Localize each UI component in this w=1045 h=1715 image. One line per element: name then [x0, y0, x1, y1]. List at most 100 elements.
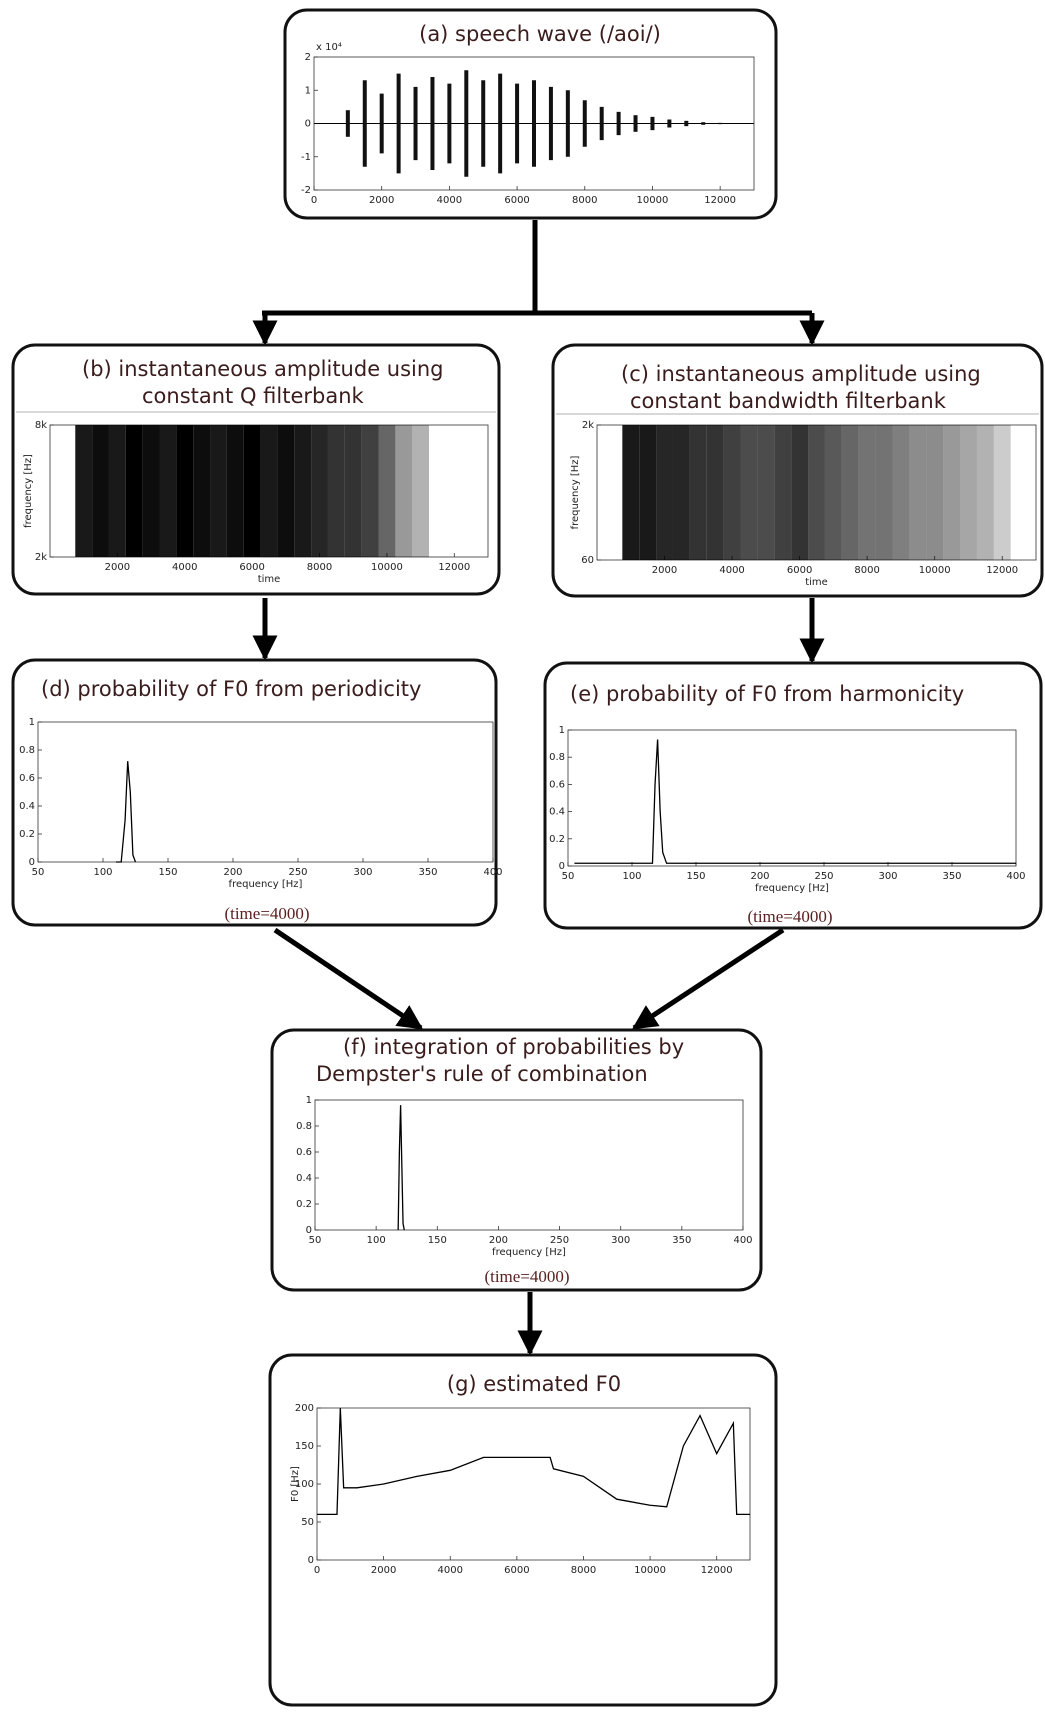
- x-tick-label: 100: [367, 1235, 386, 1246]
- panel-box: [543, 661, 1043, 930]
- x-axis-label: time: [805, 577, 828, 588]
- y-axis-label: frequency [Hz]: [570, 455, 581, 529]
- y-tick-label: 1: [559, 725, 565, 736]
- intensity-stripe: [875, 425, 893, 560]
- y-tick-label: 1: [29, 717, 35, 728]
- x-tick-label: 100: [622, 871, 641, 882]
- x-tick-label: 12000: [438, 562, 470, 573]
- x-tick-label: 50: [32, 867, 45, 878]
- y-tick-label: 0.4: [19, 801, 35, 812]
- x-tick-label: 12000: [701, 1565, 733, 1576]
- intensity-stripe: [92, 425, 109, 557]
- time-note: (time=4000): [484, 1267, 569, 1286]
- intensity-stripe: [193, 425, 211, 557]
- y-tick-label: 0.8: [19, 745, 35, 756]
- data-line: [397, 1105, 405, 1231]
- y-tick-label: 1: [305, 85, 311, 96]
- intensity-stripe: [791, 425, 809, 560]
- panel: (d) probability of F0 from periodicity (t…: [11, 658, 503, 927]
- y-tick-label: 0: [306, 1225, 312, 1236]
- x-tick-label: 350: [942, 871, 961, 882]
- x-tick-label: 6000: [504, 1565, 529, 1576]
- data-line: [317, 1407, 750, 1516]
- x-tick-label: 2000: [105, 562, 130, 573]
- intensity-stripe: [723, 425, 741, 560]
- y-axis-label: F0 [Hz]: [290, 1466, 301, 1502]
- x-tick-label: 12000: [704, 195, 736, 206]
- intensity-stripe: [361, 425, 379, 557]
- y-tick-label: 1: [306, 1095, 312, 1106]
- y-tick-label: 0.8: [296, 1121, 312, 1132]
- x-tick-label: 10000: [634, 1565, 666, 1576]
- intensity-stripe: [75, 425, 93, 557]
- y-tick-label: 0: [559, 861, 565, 872]
- panel-title: (c) instantaneous amplitude using: [621, 362, 981, 386]
- x-tick-label: 200: [489, 1235, 508, 1246]
- x-tick-label: 100: [93, 867, 112, 878]
- y-tick-label: 0.4: [549, 807, 565, 818]
- y-tick-label: 0.2: [19, 829, 35, 840]
- panel-title: (e) probability of F0 from harmonicity: [570, 682, 964, 706]
- plot-frame: [314, 1099, 744, 1231]
- intensity-stripe: [294, 425, 312, 557]
- intensity-stripe: [943, 425, 961, 560]
- x-tick-label: 300: [611, 1235, 630, 1246]
- intensity-stripe: [824, 425, 842, 560]
- time-note: (time=4000): [224, 904, 309, 923]
- x-tick-label: 8000: [854, 565, 879, 576]
- x-tick-label: 2000: [652, 565, 677, 576]
- x-tick-label: 50: [309, 1235, 322, 1246]
- x-tick-label: 250: [550, 1235, 569, 1246]
- intensity-stripe: [976, 425, 994, 560]
- x-tick-label: 200: [223, 867, 242, 878]
- y-tick-label: 2k: [35, 552, 47, 563]
- intensity-stripe: [176, 425, 194, 557]
- plot-frame: [37, 721, 494, 863]
- arrow: [631, 927, 785, 1031]
- panel-box: [270, 1028, 763, 1292]
- x-tick-label: 8000: [571, 1565, 596, 1576]
- intensity-stripe: [656, 425, 673, 560]
- x-tick-label: 350: [418, 867, 437, 878]
- panel-title: (f) integration of probabilities by: [343, 1035, 684, 1059]
- x-tick-label: 8000: [307, 562, 332, 573]
- intensity-stripe: [841, 425, 859, 560]
- y-tick-label: 0.4: [296, 1173, 312, 1184]
- intensity-stripe: [892, 425, 910, 560]
- y-tick-label: 0: [29, 857, 35, 868]
- intensity-stripe: [909, 425, 927, 560]
- panel-title: (g) estimated F0: [447, 1372, 621, 1396]
- x-tick-label: 150: [428, 1235, 447, 1246]
- panel-title: constant Q filterbank: [142, 384, 365, 408]
- intensity-stripe: [808, 425, 825, 560]
- x-axis-label: frequency [Hz]: [492, 1247, 566, 1258]
- x-tick-label: 10000: [371, 562, 403, 573]
- y-scale-label: x 10⁴: [316, 42, 342, 53]
- panel: (g) estimated F00 2000 4000 6000 8000 10000 12…: [268, 1353, 778, 1707]
- panel-box: [283, 8, 778, 220]
- y-tick-label: 50: [301, 1517, 314, 1528]
- intensity-stripe: [243, 425, 261, 557]
- plot-frame: [567, 729, 1017, 867]
- intensity-stripe: [260, 425, 278, 557]
- panel: (b) instantaneous amplitude using constan…: [11, 343, 501, 596]
- time-note: (time=4000): [747, 907, 832, 926]
- x-axis-label: time: [258, 574, 281, 585]
- intensity-stripe: [639, 425, 657, 560]
- x-tick-label: 400: [1006, 871, 1025, 882]
- x-tick-label: 50: [562, 871, 575, 882]
- intensity-stripe: [672, 425, 690, 560]
- y-tick-label: 150: [295, 1441, 314, 1452]
- y-tick-label: 0.6: [549, 779, 565, 790]
- intensity-stripe: [740, 425, 758, 560]
- x-tick-label: 10000: [637, 195, 669, 206]
- x-tick-label: 200: [750, 871, 769, 882]
- x-tick-label: 400: [483, 867, 502, 878]
- panel-title: (b) instantaneous amplitude using: [82, 357, 444, 381]
- y-tick-label: 0.6: [296, 1147, 312, 1158]
- x-tick-label: 6000: [787, 565, 812, 576]
- y-tick-label: 0.2: [296, 1199, 312, 1210]
- x-tick-label: 0: [311, 195, 317, 206]
- x-tick-label: 250: [814, 871, 833, 882]
